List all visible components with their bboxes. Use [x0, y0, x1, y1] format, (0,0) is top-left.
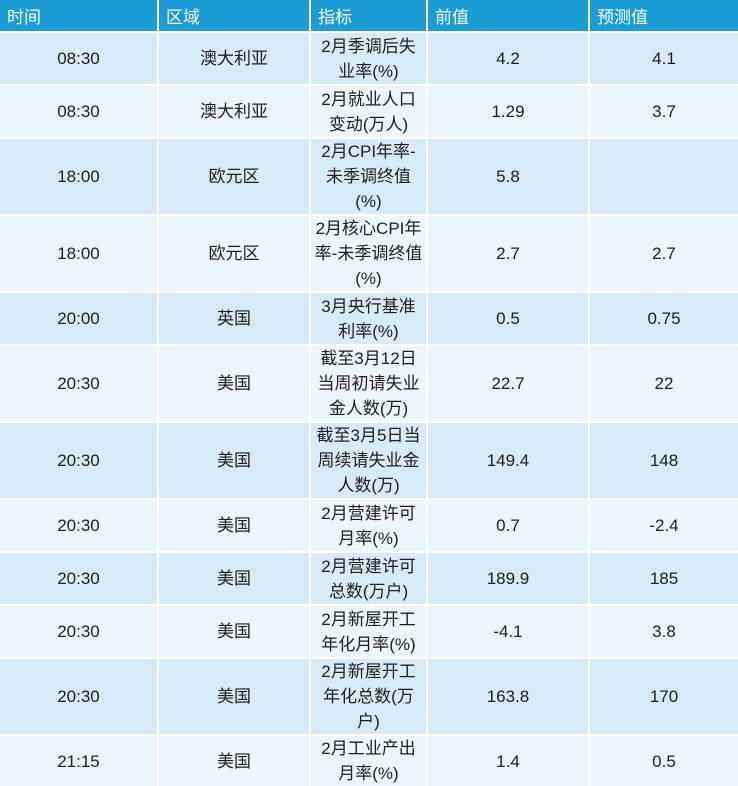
region-cell: 美国	[159, 346, 311, 423]
previous-cell: 1.4	[428, 736, 590, 786]
table-row: 18:00 欧元区 2月CPI年率-未季调终值(%) 5.8	[0, 139, 738, 216]
time-cell: 20:30	[0, 659, 159, 736]
table-row: 21:15 美国 2月工业产出月率(%) 1.4 0.5	[0, 736, 738, 786]
table-row: 20:30 美国 截至3月12日当周初请失业金人数(万) 22.7 22	[0, 346, 738, 423]
indicator-cell: 2月CPI年率-未季调终值(%)	[311, 139, 428, 216]
time-cell: 20:00	[0, 293, 159, 346]
region-cell: 美国	[159, 606, 311, 659]
forecast-cell: 3.7	[590, 86, 738, 139]
indicator-cell: 2月营建许可月率(%)	[311, 500, 428, 553]
table-row: 08:30 澳大利亚 2月季调后失业率(%) 4.2 4.1	[0, 33, 738, 86]
header-row: 时间 区域 指标 前值 预测值	[0, 0, 738, 33]
time-cell: 21:15	[0, 736, 159, 786]
time-cell: 20:30	[0, 606, 159, 659]
region-cell: 英国	[159, 293, 311, 346]
table-row: 20:30 美国 2月新屋开工年化总数(万户) 163.8 170	[0, 659, 738, 736]
time-cell: 20:30	[0, 423, 159, 500]
col-header-region: 区域	[159, 0, 311, 33]
region-cell: 欧元区	[159, 139, 311, 216]
table-row: 18:00 欧元区 2月核心CPI年率-未季调终值(%) 2.7 2.7	[0, 216, 738, 293]
table-row: 20:30 美国 2月营建许可月率(%) 0.7 -2.4	[0, 500, 738, 553]
col-header-indicator: 指标	[311, 0, 428, 33]
time-cell: 20:30	[0, 346, 159, 423]
forecast-cell: -2.4	[590, 500, 738, 553]
region-cell: 澳大利亚	[159, 33, 311, 86]
time-cell: 20:30	[0, 500, 159, 553]
previous-cell: 0.7	[428, 500, 590, 553]
forecast-cell: 3.8	[590, 606, 738, 659]
previous-cell: 149.4	[428, 423, 590, 500]
previous-cell: -4.1	[428, 606, 590, 659]
forecast-cell: 0.75	[590, 293, 738, 346]
region-cell: 美国	[159, 553, 311, 606]
forecast-cell: 148	[590, 423, 738, 500]
previous-cell: 189.9	[428, 553, 590, 606]
indicator-cell: 2月就业人口变动(万人)	[311, 86, 428, 139]
indicator-cell: 3月央行基准利率(%)	[311, 293, 428, 346]
indicator-cell: 2月新屋开工年化总数(万户)	[311, 659, 428, 736]
col-header-time: 时间	[0, 0, 159, 33]
forecast-cell: 2.7	[590, 216, 738, 293]
time-cell: 20:30	[0, 553, 159, 606]
indicator-cell: 截至3月12日当周初请失业金人数(万)	[311, 346, 428, 423]
forecast-cell: 185	[590, 553, 738, 606]
indicator-cell: 截至3月5日当周续请失业金人数(万)	[311, 423, 428, 500]
indicator-cell: 2月核心CPI年率-未季调终值(%)	[311, 216, 428, 293]
region-cell: 澳大利亚	[159, 86, 311, 139]
table-row: 20:30 美国 截至3月5日当周续请失业金人数(万) 149.4 148	[0, 423, 738, 500]
table-row: 20:30 美国 2月新屋开工年化月率(%) -4.1 3.8	[0, 606, 738, 659]
time-cell: 18:00	[0, 139, 159, 216]
table-row: 20:00 英国 3月央行基准利率(%) 0.5 0.75	[0, 293, 738, 346]
indicator-cell: 2月营建许可总数(万户)	[311, 553, 428, 606]
forecast-cell: 22	[590, 346, 738, 423]
time-cell: 08:30	[0, 86, 159, 139]
previous-cell: 163.8	[428, 659, 590, 736]
table-row: 08:30 澳大利亚 2月就业人口变动(万人) 1.29 3.7	[0, 86, 738, 139]
previous-cell: 22.7	[428, 346, 590, 423]
region-cell: 欧元区	[159, 216, 311, 293]
forecast-cell: 0.5	[590, 736, 738, 786]
col-header-previous: 前值	[428, 0, 590, 33]
previous-cell: 4.2	[428, 33, 590, 86]
previous-cell: 0.5	[428, 293, 590, 346]
region-cell: 美国	[159, 423, 311, 500]
forecast-cell: 170	[590, 659, 738, 736]
region-cell: 美国	[159, 736, 311, 786]
indicator-cell: 2月新屋开工年化月率(%)	[311, 606, 428, 659]
time-cell: 18:00	[0, 216, 159, 293]
time-cell: 08:30	[0, 33, 159, 86]
table-row: 20:30 美国 2月营建许可总数(万户) 189.9 185	[0, 553, 738, 606]
forecast-cell	[590, 139, 738, 216]
col-header-forecast: 预测值	[590, 0, 738, 33]
forecast-cell: 4.1	[590, 33, 738, 86]
indicator-cell: 2月工业产出月率(%)	[311, 736, 428, 786]
previous-cell: 2.7	[428, 216, 590, 293]
region-cell: 美国	[159, 500, 311, 553]
indicator-cell: 2月季调后失业率(%)	[311, 33, 428, 86]
previous-cell: 5.8	[428, 139, 590, 216]
previous-cell: 1.29	[428, 86, 590, 139]
region-cell: 美国	[159, 659, 311, 736]
